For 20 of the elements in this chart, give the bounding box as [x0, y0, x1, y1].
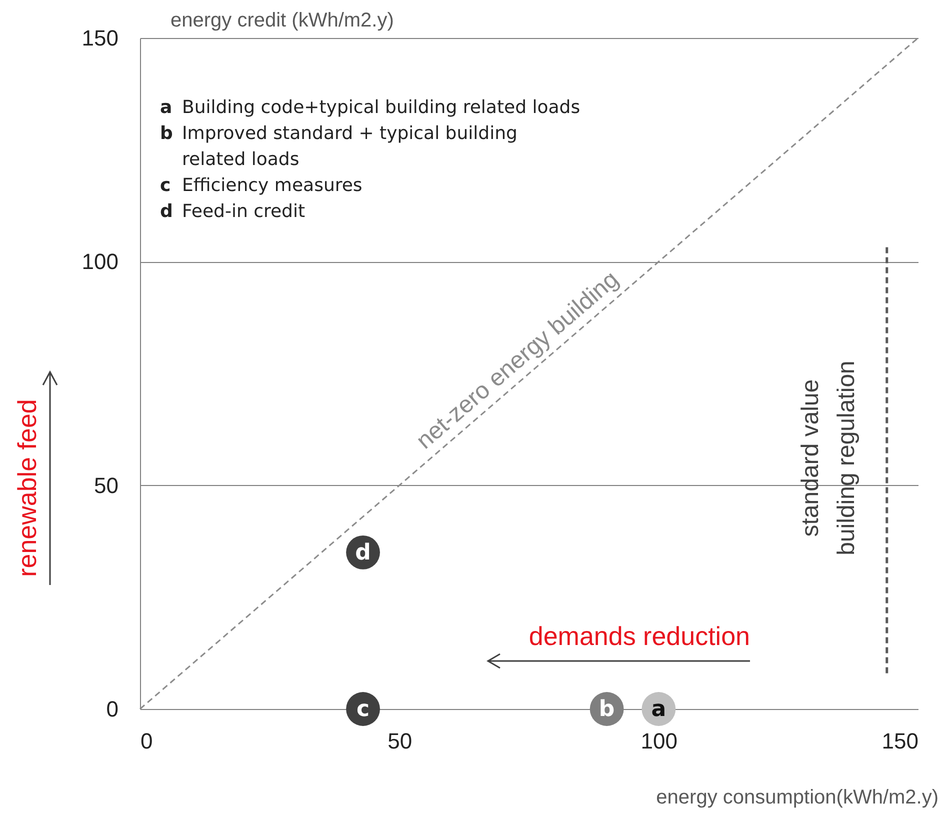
text: renewable feed — [12, 399, 42, 577]
x-tick-label: 0 — [140, 728, 153, 754]
x-tick-label: 50 — [388, 728, 412, 754]
x-axis-title: energy consumption(kWh/m2.y) — [656, 786, 938, 808]
annotation: a Building code+typical building related loads — [160, 96, 580, 120]
y-tick-label: 100 — [82, 249, 118, 274]
series-label: c — [356, 697, 370, 722]
y-tick-label: 150 — [82, 26, 118, 50]
annotation: demands reduction — [528, 621, 750, 651]
series-label: a — [651, 697, 666, 722]
y-tick-label: 0 — [106, 696, 118, 722]
x-tick-label: 100 — [640, 728, 678, 754]
y-tick-label: 50 — [94, 472, 118, 498]
annotation: d Feed-in credit — [160, 200, 306, 224]
y-axis-title: energy credit (kWh/m2.y) — [170, 10, 394, 32]
text: standard value building regulation — [796, 360, 861, 558]
annotation: c Efficiency measures — [160, 174, 362, 198]
x-tick-label: 150 — [882, 728, 918, 754]
series-label: d — [355, 540, 371, 566]
series-label: b — [598, 697, 615, 722]
